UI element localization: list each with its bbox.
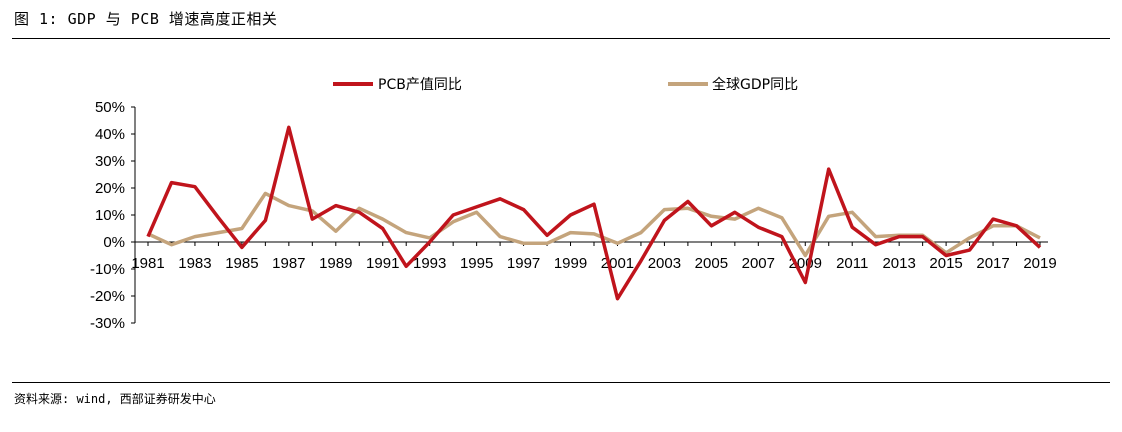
line-chart: PCB产值同比 全球GDP同比 50% 40% 30% 20% 10% 0% -10% -20%… bbox=[90, 76, 1057, 332]
x-tick-label: 1985 bbox=[225, 255, 258, 272]
y-tick-label: -30% bbox=[90, 315, 125, 332]
x-tick-label: 1997 bbox=[507, 255, 540, 272]
series-line-gdp bbox=[147, 191, 1041, 258]
y-tick-label: 20% bbox=[95, 180, 125, 197]
x-tick-label: 1981 bbox=[131, 255, 164, 272]
x-tick-label: 1989 bbox=[319, 255, 352, 272]
legend: PCB产值同比 全球GDP同比 bbox=[333, 76, 798, 93]
top-divider bbox=[12, 38, 1110, 39]
y-axis: 50% 40% 30% 20% 10% 0% -10% -20% -30% bbox=[90, 99, 136, 332]
figure-title: 图 1: GDP 与 PCB 增速高度正相关 bbox=[14, 10, 278, 28]
y-tick-label: 50% bbox=[95, 99, 125, 116]
x-tick-label: 1995 bbox=[460, 255, 493, 272]
x-tick-label: 2003 bbox=[648, 255, 681, 272]
y-tick-label: -20% bbox=[90, 288, 125, 305]
x-tick-label: 2013 bbox=[882, 255, 915, 272]
y-tick-label: -10% bbox=[90, 261, 125, 278]
x-tick-label: 2019 bbox=[1023, 255, 1056, 272]
legend-label: 全球GDP同比 bbox=[712, 76, 798, 93]
series-layer bbox=[146, 125, 1042, 301]
x-axis: 1981 1983 1985 1987 1989 1991 1993 1995 1997 1999… bbox=[131, 241, 1057, 272]
legend-label: PCB产值同比 bbox=[378, 77, 462, 93]
x-tick-label: 1993 bbox=[413, 255, 446, 272]
x-tick-label: 2011 bbox=[836, 255, 868, 272]
x-tick-label: 1999 bbox=[554, 255, 587, 272]
source-note: 资料来源: wind, 西部证券研发中心 bbox=[14, 392, 216, 406]
x-tick-label: 2015 bbox=[929, 255, 962, 272]
x-tick-label: 1991 bbox=[366, 255, 399, 272]
series-line-pcb bbox=[146, 125, 1042, 301]
y-tick-label: 10% bbox=[95, 207, 125, 224]
x-tick-label: 1983 bbox=[178, 255, 211, 272]
bottom-divider bbox=[12, 382, 1110, 383]
y-tick-label: 30% bbox=[95, 153, 125, 170]
x-tick-label: 1987 bbox=[272, 255, 305, 272]
x-tick-label: 2005 bbox=[695, 255, 728, 272]
x-tick-label: 2017 bbox=[976, 255, 1009, 272]
x-tick-label: 2007 bbox=[742, 255, 775, 272]
y-tick-label: 40% bbox=[95, 126, 125, 143]
y-tick-label: 0% bbox=[103, 234, 125, 251]
